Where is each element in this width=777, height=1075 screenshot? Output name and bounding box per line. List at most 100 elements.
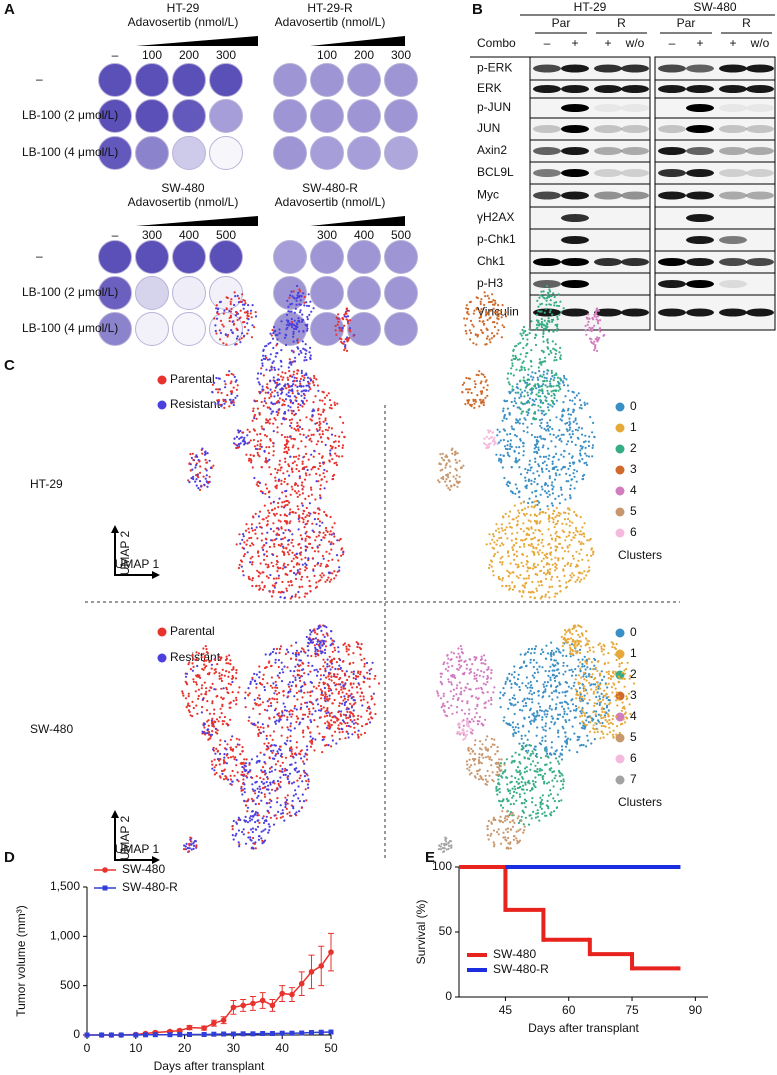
umap-cell — [558, 514, 561, 518]
umap-cell — [585, 630, 588, 633]
umap-cell — [560, 468, 563, 471]
umap-cell — [317, 480, 320, 483]
umap-cell — [488, 533, 491, 536]
umap-cell — [590, 548, 593, 551]
umap-cell — [557, 511, 560, 514]
umap-cell — [541, 538, 544, 542]
umap-cell — [618, 676, 621, 680]
umap-cell — [349, 702, 352, 705]
umap-cell — [501, 304, 504, 307]
umap-cell — [264, 457, 268, 460]
umap-cell — [489, 341, 492, 344]
umap-cell — [524, 386, 528, 389]
umap-cell — [328, 460, 331, 463]
umap-cell — [267, 391, 270, 394]
umap-cell — [280, 734, 283, 737]
umap-cell — [191, 452, 194, 455]
combo-mark: – — [544, 36, 551, 50]
umap-cell — [526, 333, 529, 336]
umap-cell — [283, 709, 287, 712]
umap-cell — [559, 354, 562, 357]
umap-cell — [293, 395, 296, 398]
umap-cell — [290, 684, 293, 688]
umap-cell — [253, 413, 256, 417]
umap-cell — [506, 448, 509, 451]
umap-cell — [530, 505, 533, 508]
umap-cell — [271, 328, 274, 332]
well — [172, 63, 206, 97]
umap-cell — [246, 551, 249, 554]
umap-cell — [589, 675, 592, 678]
umap-cell — [551, 462, 554, 465]
umap-cell — [295, 467, 298, 471]
umap-cell — [508, 522, 511, 525]
umap-cell — [486, 294, 489, 297]
umap-cell — [591, 431, 594, 434]
umap-cell — [591, 446, 594, 449]
umap-cell — [319, 484, 322, 487]
umap-cell — [541, 551, 544, 554]
umap-cell — [273, 395, 276, 398]
umap-cell — [324, 417, 327, 420]
umap-cell — [306, 691, 309, 694]
umap-cell — [270, 368, 273, 371]
umap-cell — [576, 429, 580, 432]
umap-cell — [303, 713, 307, 716]
umap-cell — [538, 358, 541, 361]
well — [98, 63, 132, 97]
umap-cell — [485, 543, 488, 546]
blot-band — [533, 191, 561, 200]
umap-cell — [302, 292, 305, 295]
umap-cell — [354, 677, 357, 681]
umap-cell — [547, 508, 550, 511]
umap-cell — [542, 690, 546, 693]
umap-cell — [579, 645, 583, 648]
umap-cell — [523, 380, 526, 383]
umap-cell — [257, 571, 260, 574]
well — [310, 240, 344, 274]
umap-cell — [614, 687, 617, 690]
umap-cell — [280, 505, 283, 508]
umap-cell — [522, 422, 525, 425]
umap-cell — [627, 692, 631, 695]
umap-cell — [290, 580, 293, 583]
umap-cell — [500, 527, 503, 530]
umap-cell — [546, 505, 549, 508]
umap-cell — [595, 695, 598, 699]
umap-cell — [542, 370, 546, 373]
umap-cell — [450, 485, 453, 488]
umap-cell — [317, 389, 320, 392]
combo-mark: + — [571, 36, 578, 50]
umap-cell — [540, 560, 543, 563]
umap-cell — [439, 453, 442, 456]
umap-cell — [558, 755, 561, 758]
umap-cell — [290, 418, 294, 421]
umap-cell — [582, 727, 585, 730]
umap-cell — [530, 466, 533, 469]
umap-cell — [546, 421, 549, 424]
umap-cell — [529, 658, 532, 661]
umap-cell — [594, 344, 597, 347]
umap-cell — [334, 721, 337, 724]
umap-cell — [555, 349, 558, 352]
umap-cell — [546, 346, 549, 349]
umap-cell — [296, 562, 299, 565]
umap-cell — [289, 511, 292, 514]
umap-cell — [571, 399, 574, 402]
umap-cell — [592, 421, 595, 424]
umap-cell — [262, 726, 265, 730]
umap-cell — [596, 336, 599, 339]
umap-cell — [259, 726, 262, 729]
umap-cell — [270, 595, 274, 598]
umap-cell — [507, 453, 510, 457]
umap-cell — [320, 629, 323, 633]
umap-cell — [599, 330, 602, 333]
umap-cell — [444, 480, 447, 483]
umap-cell — [292, 545, 295, 548]
umap-cell — [527, 527, 530, 530]
cluster-label: 2 — [630, 441, 637, 455]
umap-cell — [223, 309, 226, 312]
umap-cell — [348, 675, 351, 678]
umap-cell — [553, 359, 556, 362]
umap-cell — [440, 477, 443, 480]
